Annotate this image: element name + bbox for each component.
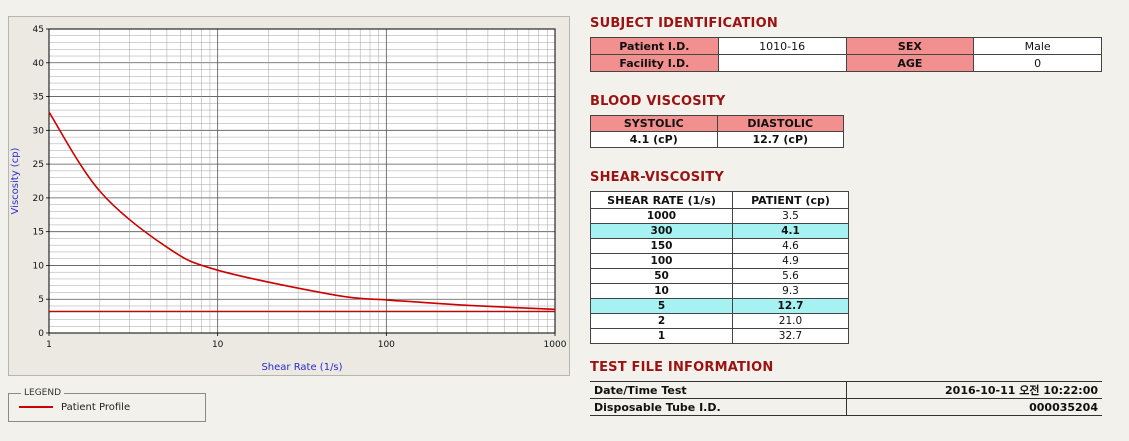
viscosity-cell: 4.6	[732, 238, 849, 254]
disposable-tube-id-label: Disposable Tube I.D.	[590, 398, 847, 416]
table-row: Patient I.D. 1010-16 SEX Male	[590, 37, 1102, 55]
legend-series-label: Patient Profile	[61, 401, 131, 413]
svg-text:25: 25	[33, 160, 44, 170]
test-file-section: TEST FILE INFORMATION Date/Time Test 201…	[590, 360, 1102, 416]
viscosity-cell: 21.0	[732, 313, 849, 329]
shear-viscosity-title: SHEAR-VISCOSITY	[590, 170, 724, 185]
viscosity-cell: 5.6	[732, 268, 849, 284]
blood-viscosity-title: BLOOD VISCOSITY	[590, 94, 726, 109]
viscosity-cell: 32.7	[732, 328, 849, 344]
svg-text:100: 100	[378, 340, 395, 350]
shear-rate-cell: 50	[590, 268, 733, 284]
viscosity-cell: 4.9	[732, 253, 849, 269]
systolic-header: SYSTOLIC	[590, 115, 718, 132]
shear-rate-cell: 100	[590, 253, 733, 269]
age-label: AGE	[845, 54, 975, 72]
table-row: 2 21.0	[590, 313, 849, 329]
viscosity-cell: 9.3	[732, 283, 849, 299]
facility-id-value	[717, 54, 847, 72]
date-time-test-value: 2016-10-11 오전 10:22:00	[846, 381, 1102, 399]
shear-rate-cell: 5	[590, 298, 733, 314]
svg-text:5: 5	[38, 295, 44, 305]
sex-value: Male	[973, 37, 1102, 55]
svg-text:40: 40	[33, 59, 45, 69]
shear-rate-cell: 1	[590, 328, 733, 344]
shear-rate-cell: 150	[590, 238, 733, 254]
table-header-row: SHEAR RATE (1/s) PATIENT (cp)	[590, 191, 849, 209]
patient-cp-header: PATIENT (cp)	[732, 191, 849, 209]
test-file-title: TEST FILE INFORMATION	[590, 360, 774, 375]
table-row: SYSTOLIC DIASTOLIC	[590, 115, 844, 132]
shear-rate-cell: 300	[590, 223, 733, 239]
table-row: 50 5.6	[590, 268, 849, 284]
date-time-test-label: Date/Time Test	[590, 381, 847, 399]
table-row: 5 12.7	[590, 298, 849, 314]
legend-line-swatch	[19, 406, 53, 408]
facility-id-label: Facility I.D.	[590, 54, 719, 72]
viscosity-chart-svg: 0 5 10 15 20 25 30 35 40 45 1 10 100 1000 Shear Rate (…	[10, 25, 567, 373]
disposable-tube-id-value: 000035204	[846, 398, 1102, 416]
table-row: 100 4.9	[590, 253, 849, 269]
shear-rate-cell: 1000	[590, 208, 733, 224]
table-row: 300 4.1	[590, 223, 849, 239]
chart-legend: LEGEND Patient Profile	[8, 388, 206, 422]
table-row: Date/Time Test 2016-10-11 오전 10:22:00	[590, 381, 1102, 399]
svg-text:10: 10	[33, 261, 45, 271]
svg-text:15: 15	[33, 228, 44, 238]
subject-identification-table: Patient I.D. 1010-16 SEX Male Facility I…	[590, 37, 1102, 72]
svg-text:45: 45	[33, 25, 44, 35]
sex-label: SEX	[845, 37, 975, 55]
report-panel: SUBJECT IDENTIFICATION Patient I.D. 1010…	[590, 16, 1102, 416]
systolic-value: 4.1 (cP)	[590, 131, 718, 148]
viscosity-cell: 4.1	[732, 223, 849, 239]
svg-text:35: 35	[33, 93, 44, 103]
table-row: 1000 3.5	[590, 208, 849, 224]
svg-text:30: 30	[33, 126, 45, 136]
test-file-table: Date/Time Test 2016-10-11 오전 10:22:00 Di…	[590, 381, 1102, 416]
legend-item-patient-profile: Patient Profile	[19, 400, 199, 414]
svg-text:Viscosity (cp): Viscosity (cp)	[10, 147, 21, 214]
shear-rate-cell: 2	[590, 313, 733, 329]
blood-viscosity-table: SYSTOLIC DIASTOLIC 4.1 (cP) 12.7 (cP)	[590, 115, 844, 148]
table-row: Disposable Tube I.D. 000035204	[590, 398, 1102, 416]
viscosity-cell: 12.7	[732, 298, 849, 314]
age-value: 0	[973, 54, 1102, 72]
shear-rate-header: SHEAR RATE (1/s)	[590, 191, 733, 209]
svg-text:1000: 1000	[544, 340, 567, 350]
patient-id-value: 1010-16	[717, 37, 847, 55]
subject-identification-title: SUBJECT IDENTIFICATION	[590, 16, 778, 31]
viscosity-chart-panel: 0 5 10 15 20 25 30 35 40 45 1 10 100 1000 Shear Rate (…	[8, 16, 570, 376]
svg-text:1: 1	[46, 340, 52, 350]
diastolic-header: DIASTOLIC	[716, 115, 844, 132]
blood-viscosity-section: BLOOD VISCOSITY SYSTOLIC DIASTOLIC 4.1 (…	[590, 94, 1102, 148]
viscosity-cell: 3.5	[732, 208, 849, 224]
svg-text:Shear Rate (1/s): Shear Rate (1/s)	[261, 362, 342, 373]
shear-viscosity-section: SHEAR-VISCOSITY SHEAR RATE (1/s) PATIENT…	[590, 170, 1102, 344]
patient-id-label: Patient I.D.	[590, 37, 719, 55]
shear-rate-cell: 10	[590, 283, 733, 299]
table-row: 1 32.7	[590, 328, 849, 344]
table-row: 10 9.3	[590, 283, 849, 299]
svg-text:10: 10	[212, 340, 224, 350]
table-row: 4.1 (cP) 12.7 (cP)	[590, 131, 844, 148]
subject-identification-section: SUBJECT IDENTIFICATION Patient I.D. 1010…	[590, 16, 1102, 72]
legend-title: LEGEND	[24, 388, 62, 398]
shear-viscosity-table: SHEAR RATE (1/s) PATIENT (cp) 1000 3.5 3…	[590, 191, 849, 344]
table-row: 150 4.6	[590, 238, 849, 254]
svg-text:20: 20	[33, 194, 45, 204]
table-row: Facility I.D. AGE 0	[590, 54, 1102, 72]
diastolic-value: 12.7 (cP)	[716, 131, 844, 148]
svg-text:0: 0	[38, 329, 44, 339]
